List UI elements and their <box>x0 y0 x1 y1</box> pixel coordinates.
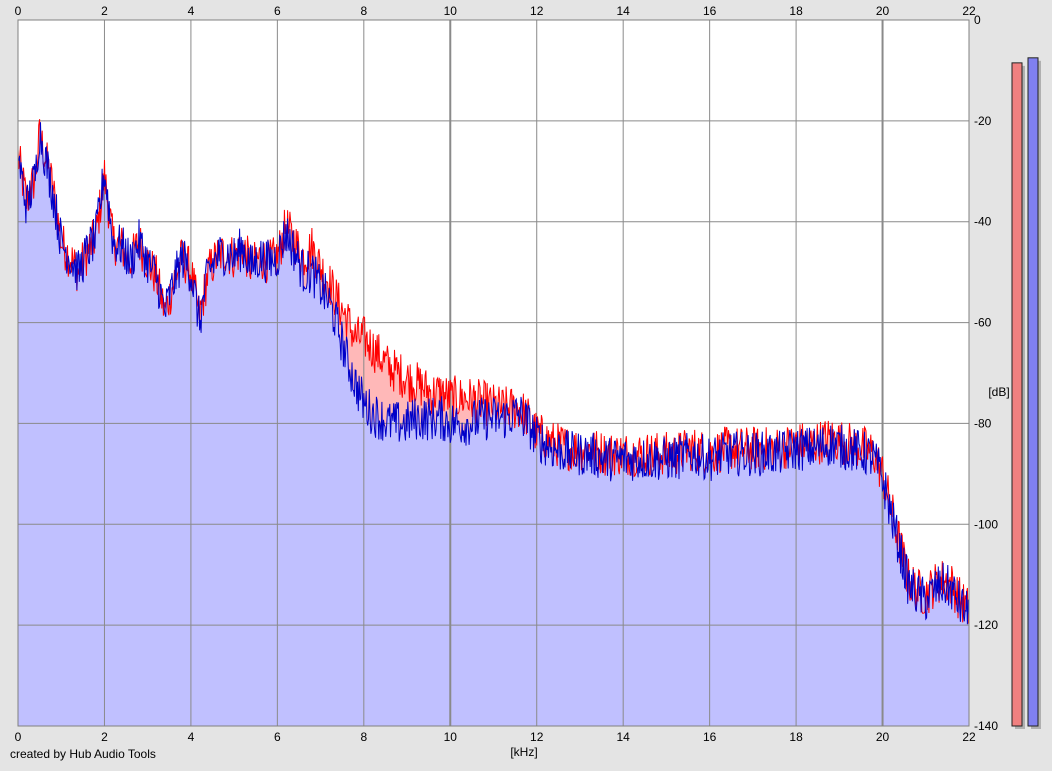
y-tick-label: 0 <box>974 13 981 27</box>
x-tick-label: 20 <box>876 4 890 18</box>
x-tick-label: 8 <box>360 730 367 744</box>
level-meters <box>1011 57 1041 730</box>
series-line-2 <box>17 122 970 625</box>
y-tick-labels: 0 -20 -40 -60 -80 -100 -120 -140 <box>974 13 998 733</box>
x-tick-label: 8 <box>360 4 367 18</box>
x-tick-label: 14 <box>617 730 631 744</box>
x-tick-label: 16 <box>703 4 717 18</box>
y-tick-label: -120 <box>974 618 998 632</box>
level-meter-bar <box>1027 57 1039 727</box>
x-tick-labels-bottom: 0 2 4 6 8 10 12 14 16 18 20 22 <box>15 730 976 744</box>
x-tick-label: 22 <box>962 4 976 18</box>
y-tick-label: -60 <box>974 316 992 330</box>
y-tick-label: -20 <box>974 114 992 128</box>
x-tick-label: 6 <box>274 4 281 18</box>
x-tick-label: 18 <box>789 730 803 744</box>
x-tick-label: 0 <box>15 730 22 744</box>
x-tick-label: 4 <box>188 4 195 18</box>
x-tick-label: 10 <box>444 4 458 18</box>
x-tick-label: 20 <box>876 730 890 744</box>
x-tick-label: 2 <box>101 730 108 744</box>
spectrum-lines <box>17 119 970 625</box>
series-line-1 <box>17 119 970 624</box>
x-tick-labels-top: 0 2 4 6 8 10 12 14 16 18 20 22 <box>15 4 976 18</box>
x-axis-label: [kHz] <box>510 745 537 759</box>
x-tick-label: 14 <box>617 4 631 18</box>
x-tick-label: 16 <box>703 730 717 744</box>
x-tick-label: 18 <box>789 4 803 18</box>
y-tick-label: -40 <box>974 215 992 229</box>
y-tick-label: -100 <box>974 517 998 531</box>
y-tick-label: -80 <box>974 416 992 430</box>
x-tick-label: 12 <box>530 4 544 18</box>
x-tick-label: 10 <box>444 730 458 744</box>
y-axis-label: [dB] <box>988 385 1009 399</box>
x-tick-label: 4 <box>188 730 195 744</box>
plot-border <box>17 19 970 727</box>
credit-text: created by Hub Audio Tools <box>10 747 156 761</box>
x-tick-label: 2 <box>101 4 108 18</box>
x-tick-label: 12 <box>530 730 544 744</box>
y-tick-label: -140 <box>974 719 998 733</box>
level-meter-bar <box>1011 62 1023 727</box>
x-tick-label: 0 <box>15 4 22 18</box>
x-tick-label: 22 <box>962 730 976 744</box>
x-tick-label: 6 <box>274 730 281 744</box>
